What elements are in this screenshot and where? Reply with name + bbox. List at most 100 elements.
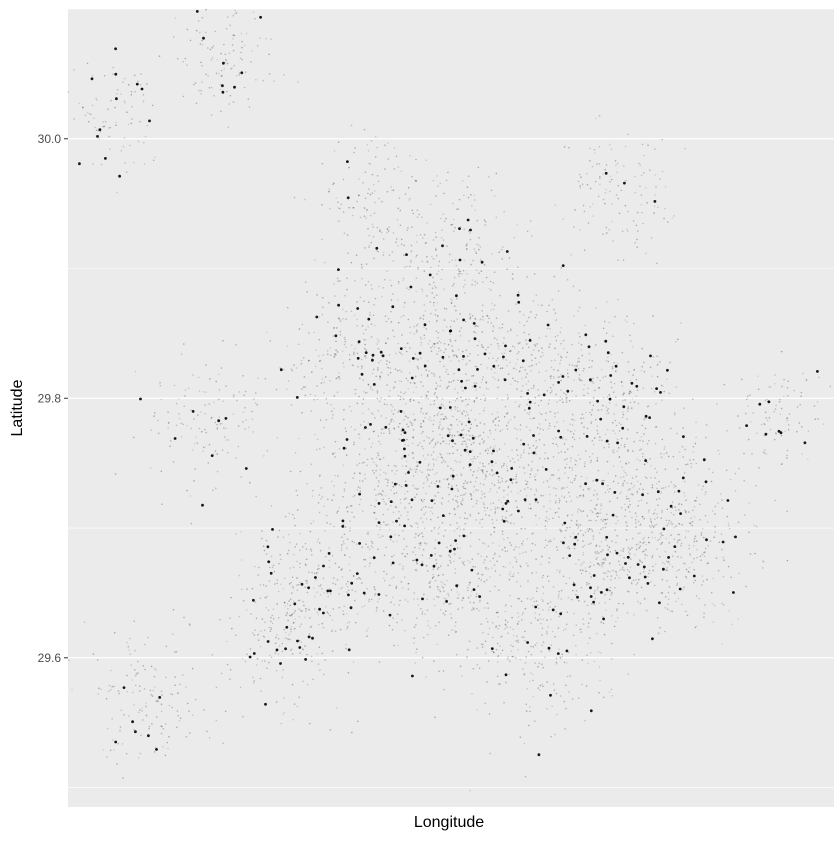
scatter-point [411,469,413,471]
scatter-point [401,581,403,583]
scatter-point [677,542,679,544]
scatter-point [442,497,444,499]
scatter-point [336,197,338,199]
scatter-point [415,533,417,535]
scatter-point [501,249,503,251]
scatter-point [339,448,341,450]
scatter-point [217,471,219,473]
scatter-point [200,43,202,45]
scatter-point [522,443,525,446]
scatter-point [329,547,331,549]
scatter-point [547,458,549,460]
scatter-point [596,504,598,506]
scatter-point [631,517,633,519]
scatter-point [452,435,454,437]
scatter-point [128,84,130,86]
scatter-point [213,45,215,47]
scatter-point [377,175,379,177]
scatter-point [489,473,491,475]
scatter-point [196,30,198,32]
scatter-point [687,615,689,617]
scatter-point [686,569,688,571]
scatter-point [566,399,568,401]
scatter-point [479,667,481,669]
scatter-point [615,475,617,477]
scatter-point [454,553,456,555]
scatter-point [567,558,569,560]
scatter-point [665,468,667,470]
scatter-point [522,552,524,554]
scatter-point [352,215,354,217]
scatter-point [703,613,705,615]
scatter-point [555,500,557,502]
scatter-point [367,318,370,321]
scatter-point [605,572,607,574]
scatter-point [459,461,461,463]
scatter-point [488,288,490,290]
scatter-point [457,506,459,508]
scatter-point [685,576,687,578]
scatter-point [377,392,379,394]
scatter-point [639,525,641,527]
scatter-point [380,351,383,354]
scatter-point [471,424,473,426]
scatter-point [436,472,438,474]
scatter-point [515,476,517,478]
scatter-point [296,490,298,492]
scatter-point [534,436,536,438]
scatter-point [308,571,310,573]
scatter-point [535,453,537,455]
scatter-point [559,376,561,378]
scatter-point [428,437,430,439]
scatter-point [528,381,530,383]
scatter-point [489,713,491,715]
scatter-point [461,443,463,445]
scatter-point [497,656,499,658]
scatter-point [140,73,142,75]
scatter-point [507,537,509,539]
scatter-point [217,419,220,422]
scatter-point [366,210,368,212]
scatter-point [538,405,540,407]
scatter-point [470,427,472,429]
scatter-point [257,45,259,47]
scatter-point [485,568,487,570]
scatter-point [448,501,450,503]
scatter-point [374,417,376,419]
scatter-point [543,355,545,357]
scatter-point [452,446,454,448]
scatter-point [425,397,427,399]
scatter-point [361,264,363,266]
scatter-point [692,521,694,523]
scatter-point [491,460,494,463]
scatter-point [436,175,438,177]
scatter-point [543,444,545,446]
scatter-point [284,578,286,580]
scatter-point [139,690,141,692]
scatter-point [446,388,448,390]
scatter-point [374,489,376,491]
scatter-point [417,523,419,525]
scatter-point [431,530,433,532]
scatter-point [556,693,558,695]
scatter-point [458,435,460,437]
scatter-point [398,343,400,345]
scatter-point [385,342,387,344]
scatter-point [93,653,95,655]
scatter-point [424,304,426,306]
scatter-point [320,594,322,596]
scatter-point [279,645,281,647]
scatter-point [368,408,370,410]
scatter-point [591,528,593,530]
scatter-point [460,335,462,337]
scatter-point [639,559,641,561]
scatter-point [373,556,376,559]
scatter-point [611,643,613,645]
scatter-point [600,591,603,594]
scatter-point [494,337,496,339]
scatter-point [269,580,271,582]
scatter-point [192,449,194,451]
scatter-point [638,543,640,545]
scatter-point [681,604,683,606]
